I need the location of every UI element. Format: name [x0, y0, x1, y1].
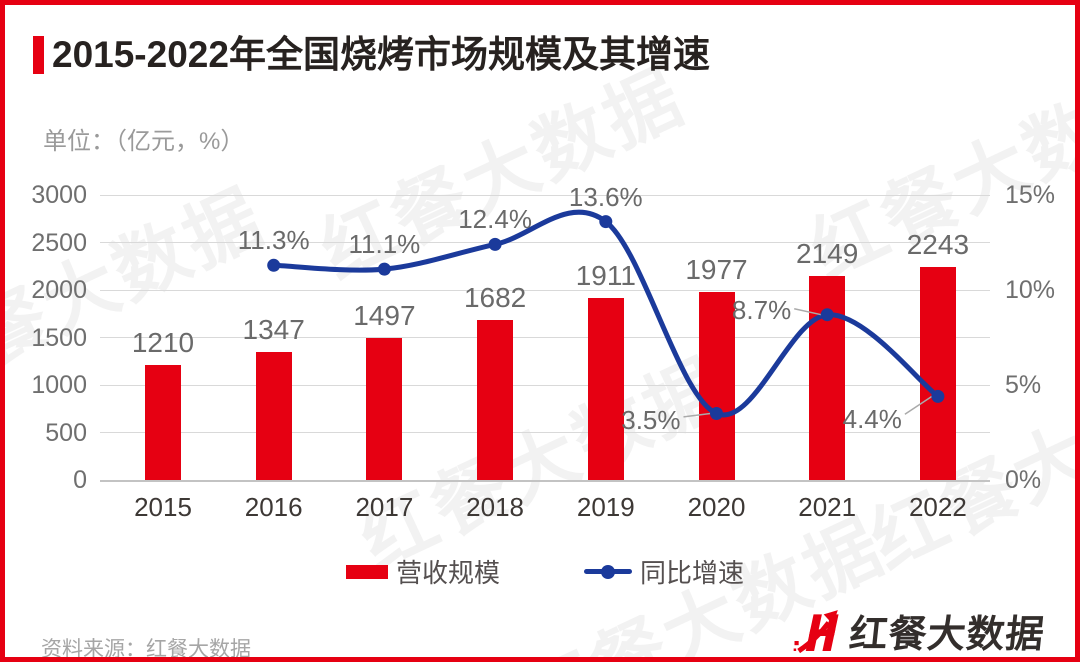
growth-label-2020: 3.5%: [621, 404, 681, 435]
header: 2015-2022年全国烧烤市场规模及其增速: [33, 34, 710, 76]
legend-item-bar: 营收规模: [345, 553, 500, 590]
chart-legend: 营收规模 同比增速: [5, 553, 1075, 590]
brand-logo: 红餐大数据: [792, 603, 1047, 657]
left-axis-tick-2000: 2000: [31, 276, 87, 304]
left-axis-tick-1500: 1500: [31, 323, 87, 352]
left-axis-tick-2500: 2500: [31, 228, 87, 257]
legend-line-label: 同比增速: [640, 558, 745, 588]
right-axis-tick-0: 0%: [1005, 466, 1042, 494]
growth-label-2018: 12.4%: [458, 204, 532, 235]
bar-2019: [587, 298, 624, 480]
data-point-2018: [488, 237, 502, 251]
data-point-2016: [267, 258, 281, 272]
right-axis-tick-5: 5%: [1005, 371, 1042, 399]
line-swatch-dot: [601, 564, 615, 579]
data-point-2019: [599, 215, 613, 229]
gridline-0: [100, 479, 990, 482]
brand-logo-text: 红餐大数据: [847, 614, 1047, 656]
bar-value-2022: 2243: [906, 228, 970, 260]
page-title: 2015-2022年全国烧烤市场规模及其增速: [52, 34, 710, 75]
brand-logo-icon: [793, 609, 839, 653]
bar-2016: [255, 352, 292, 480]
x-axis-label-2016: 2016: [244, 492, 303, 522]
x-axis-label-2017: 2017: [355, 492, 414, 522]
x-axis-label-2019: 2019: [576, 492, 635, 522]
x-axis-label-2020: 2020: [687, 492, 746, 522]
left-axis-tick-0: 0: [73, 466, 87, 494]
combo-chart: 0 500 1000 1500 2000 2500 3000 0% 5% 10% 15% 1210 20…: [5, 5, 1075, 657]
growth-label-2017: 11.1%: [348, 229, 421, 260]
data-point-2017: [377, 262, 391, 276]
left-axis-tick-500: 500: [45, 418, 87, 447]
bar-swatch: [345, 564, 388, 579]
data-source-note: 资料来源：红餐大数据: [41, 638, 251, 661]
title-accent-block: [33, 36, 44, 75]
x-axis-label-2022: 2022: [908, 492, 967, 522]
growth-label-2021: 8.7%: [731, 294, 792, 325]
bar-2018: [477, 320, 514, 480]
bar-2017: [366, 337, 403, 480]
left-axis-tick-3000: 3000: [31, 181, 87, 209]
bar-2022: [919, 266, 956, 480]
gridline-1000: [100, 384, 990, 386]
legend-bar-label: 营收规模: [395, 558, 500, 588]
growth-label-2016: 11.3%: [237, 225, 310, 256]
x-axis-label-2021: 2021: [798, 492, 857, 522]
gridline-500: [100, 432, 990, 433]
legend-item-line: 同比增速: [584, 553, 744, 590]
x-axis-label-2015: 2015: [134, 492, 192, 522]
line-swatch: [584, 564, 632, 579]
x-axis-label-2018: 2018: [466, 492, 525, 522]
bar-2015: [145, 365, 181, 480]
unit-label: 单位：（亿元，%）: [43, 128, 245, 155]
bar-value-2015: 1210: [131, 327, 195, 359]
gridline-3000: [100, 194, 990, 196]
growth-label-2022: 4.4%: [842, 404, 902, 435]
left-axis-tick-1000: 1000: [31, 371, 87, 399]
bar-2021: [809, 275, 846, 480]
right-axis-tick-15: 15%: [1005, 181, 1056, 209]
growth-label-2019: 13.6%: [568, 181, 643, 212]
right-axis-tick-10: 10%: [1005, 276, 1056, 304]
